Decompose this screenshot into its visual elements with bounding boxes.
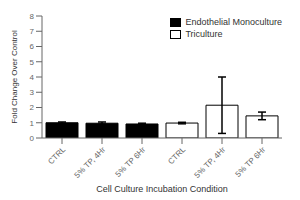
svg-text:CTRL: CTRL (166, 145, 188, 167)
svg-text:3: 3 (30, 88, 35, 97)
svg-text:1: 1 (30, 119, 35, 128)
svg-text:0: 0 (30, 134, 35, 143)
svg-text:5: 5 (30, 58, 35, 67)
svg-text:5% TP, 4Hr: 5% TP, 4Hr (193, 145, 228, 180)
svg-text:5% TP 6Hr: 5% TP 6Hr (234, 145, 268, 179)
svg-text:6: 6 (30, 42, 35, 51)
svg-text:8: 8 (30, 12, 35, 21)
svg-text:Cell Culture Incubation Condit: Cell Culture Incubation Condition (96, 184, 228, 192)
html-text:Triculture: Triculture (185, 29, 223, 39)
svg-text:CTRL: CTRL (46, 145, 68, 167)
html-text:Endothelial Monoculture: Endothelial Monoculture (185, 17, 282, 27)
svg-text:7: 7 (30, 27, 35, 36)
svg-text:5% TP, 4Hr: 5% TP, 4Hr (73, 145, 108, 180)
svg-text:4: 4 (30, 73, 35, 82)
svg-text:2: 2 (30, 103, 35, 112)
svg-text:Fold Change Over Control: Fold Change Over Control (10, 30, 19, 124)
svg-text:5% TP 6Hr: 5% TP 6Hr (114, 145, 148, 179)
